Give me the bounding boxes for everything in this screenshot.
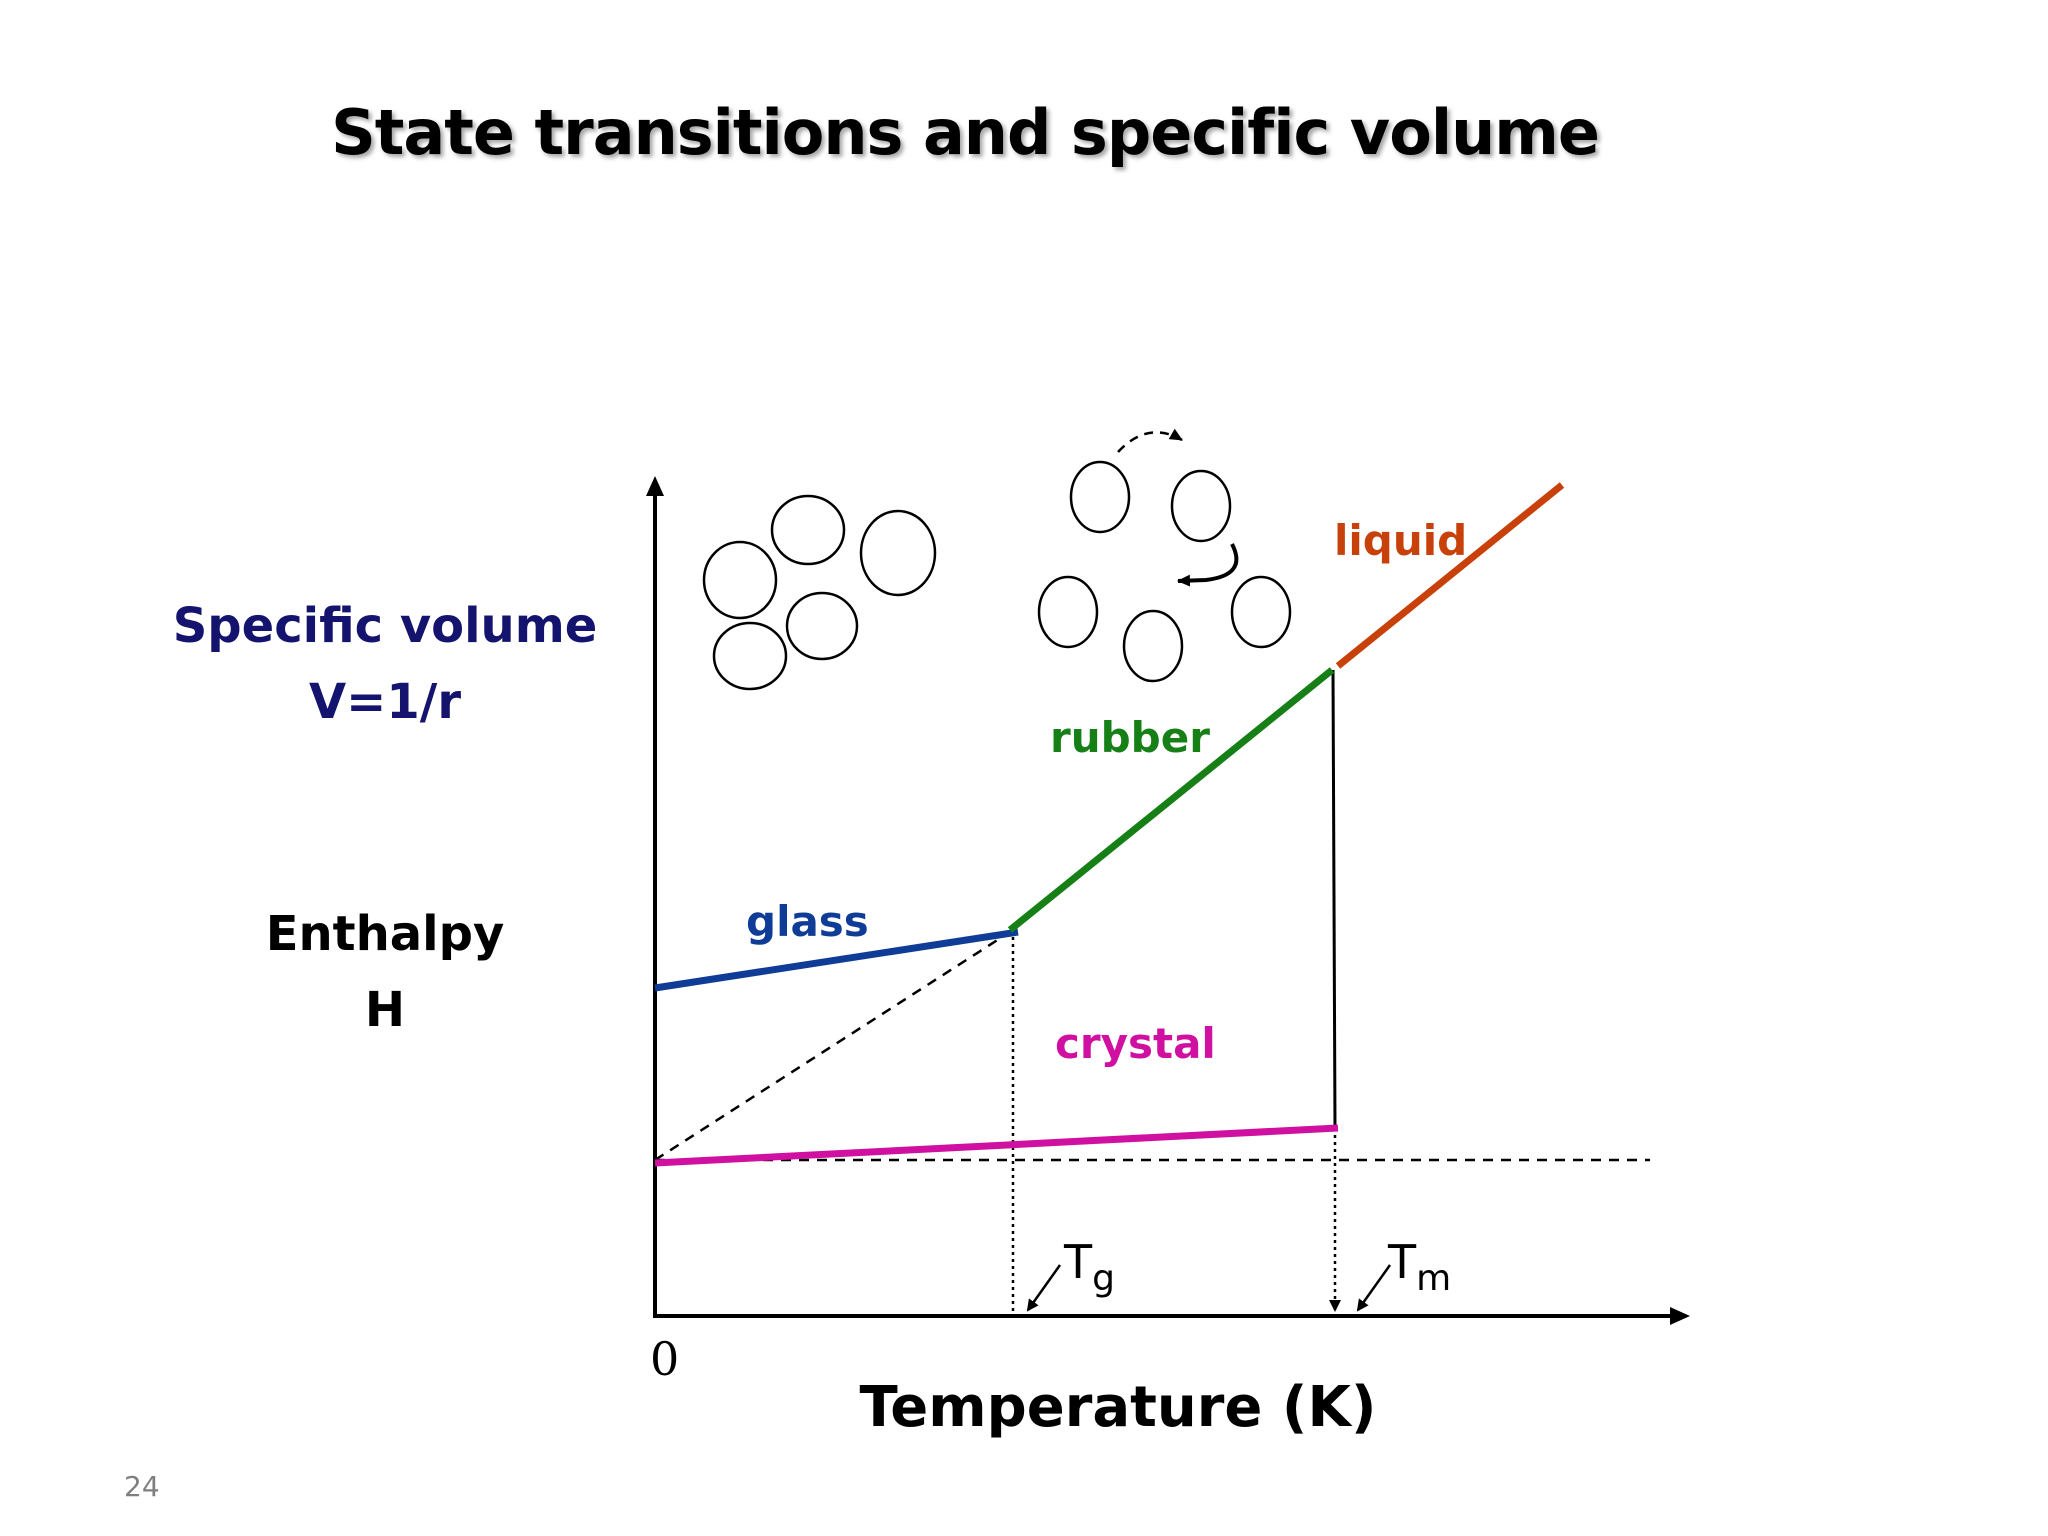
slide-title: State transitions and specific volume <box>331 96 1600 169</box>
liquid-line <box>1335 482 1565 669</box>
crystal-line <box>654 1124 1339 1167</box>
x-axis-arrowhead <box>1670 1307 1690 1325</box>
molecule-hop-dashed-arrow-icon <box>1117 428 1183 453</box>
melting-vertical-line <box>1331 669 1337 1129</box>
y-axis-arrowhead <box>646 476 664 496</box>
y-axis-label-volume-line1: Specific volume <box>172 598 598 654</box>
rubber-line <box>1007 667 1335 933</box>
molecule-rotation-arrow-icon <box>1177 543 1239 587</box>
origin-label: 0 <box>650 1332 679 1386</box>
liquid-label: liquid <box>1334 516 1467 565</box>
y-axis-label-volume-line2: V=1/r <box>309 674 461 730</box>
glass-label: glass <box>746 897 869 946</box>
y-axis-label-specific-volume: Specific volume V=1/r <box>140 588 630 740</box>
x-axis-label: Temperature (K) <box>860 1375 1377 1440</box>
tm-label: Tm <box>1387 1235 1451 1299</box>
glass-line <box>654 928 1019 992</box>
tg-pointer-arrow <box>1026 1264 1062 1312</box>
tm-pointer-arrow <box>1356 1264 1392 1312</box>
glass-extrapolation-dashed-line <box>654 928 1014 1162</box>
y-axis-label-enthalpy-line1: Enthalpy <box>265 906 505 962</box>
y-axis-label-enthalpy-line2: H <box>364 982 406 1038</box>
y-axis-label-enthalpy: Enthalpy H <box>140 896 630 1048</box>
slide-number: 24 <box>124 1470 160 1503</box>
rubber-molecule-cluster-icon <box>1037 428 1292 683</box>
crystal-label: crystal <box>1055 1019 1216 1068</box>
glass-molecule-cluster-icon <box>702 494 937 691</box>
tg-label: Tg <box>1063 1235 1115 1299</box>
rubber-label: rubber <box>1050 713 1210 762</box>
